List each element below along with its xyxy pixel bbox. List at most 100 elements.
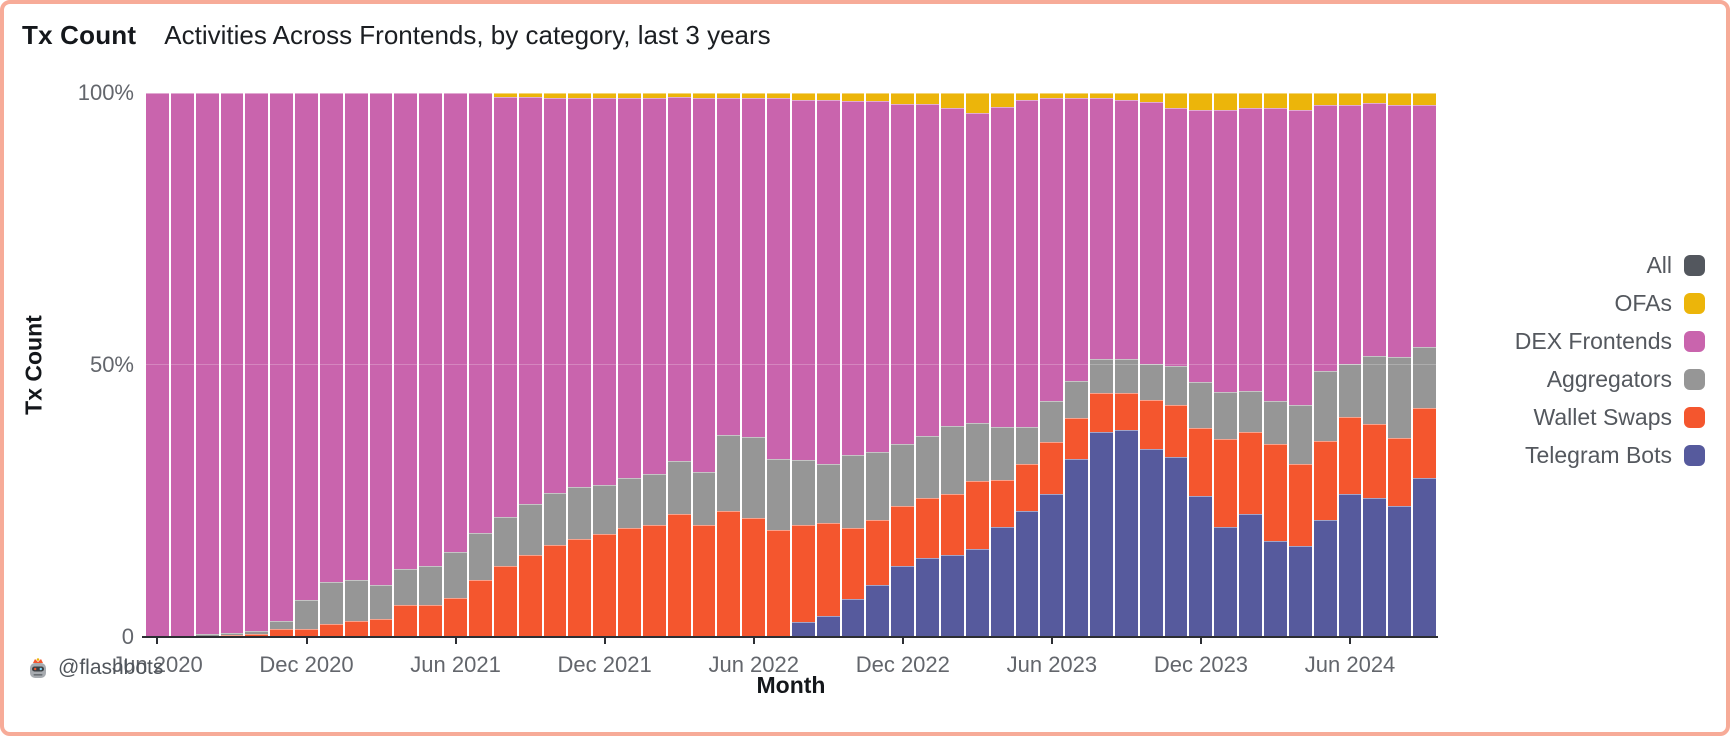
bar-segment-wallet-swaps[interactable]: [1040, 441, 1064, 495]
bar-segment-ofas[interactable]: [1015, 93, 1039, 100]
bar-segment-wallet-swaps[interactable]: [493, 566, 517, 637]
bar-segment-aggregators[interactable]: [1313, 371, 1337, 441]
bar-segment-aggregators[interactable]: [642, 473, 666, 526]
bar-segment-dex-frontends[interactable]: [444, 93, 467, 553]
bar-segment-dex-frontends[interactable]: [1388, 105, 1412, 357]
bar-segment-aggregators[interactable]: [891, 443, 915, 507]
bar-segment-dex-frontends[interactable]: [295, 93, 318, 601]
legend-item-all[interactable]: All: [1449, 246, 1705, 284]
bar-segment-dex-frontends[interactable]: [1090, 98, 1113, 360]
bar-segment-wallet-swaps[interactable]: [518, 555, 542, 637]
legend-item-aggregators[interactable]: Aggregators: [1449, 360, 1705, 398]
bar-oct-2020[interactable]: [245, 93, 269, 637]
bar-segment-aggregators[interactable]: [1239, 391, 1262, 432]
bar-segment-dex-frontends[interactable]: [220, 93, 244, 634]
bar-segment-wallet-swaps[interactable]: [1413, 407, 1436, 479]
bar-sep-2023[interactable]: [1114, 93, 1138, 637]
bar-mar-2023[interactable]: [965, 93, 989, 637]
bar-segment-aggregators[interactable]: [1164, 365, 1188, 405]
bar-segment-dex-frontends[interactable]: [891, 103, 915, 444]
bar-segment-dex-frontends[interactable]: [146, 93, 169, 637]
legend-item-telegram-bots[interactable]: Telegram Bots: [1449, 436, 1705, 474]
bar-nov-2022[interactable]: [866, 93, 890, 637]
bar-segment-wallet-swaps[interactable]: [568, 539, 592, 637]
bar-segment-dex-frontends[interactable]: [369, 93, 393, 585]
bar-jul-2021[interactable]: [468, 93, 492, 637]
bar-segment-aggregators[interactable]: [394, 569, 418, 606]
bar-segment-dex-frontends[interactable]: [717, 98, 741, 436]
bar-segment-wallet-swaps[interactable]: [468, 579, 492, 637]
bar-segment-dex-frontends[interactable]: [170, 93, 194, 637]
bar-segment-ofas[interactable]: [518, 93, 542, 98]
bar-segment-telegram-bots[interactable]: [916, 558, 939, 637]
bar-mar-2022[interactable]: [667, 93, 691, 637]
bar-may-2023[interactable]: [1015, 93, 1039, 637]
bar-segment-dex-frontends[interactable]: [593, 97, 617, 485]
bar-segment-dex-frontends[interactable]: [1313, 104, 1337, 371]
bar-feb-2023[interactable]: [941, 93, 964, 637]
bar-segment-dex-frontends[interactable]: [493, 97, 517, 518]
bar-segment-telegram-bots[interactable]: [891, 566, 915, 637]
bar-segment-wallet-swaps[interactable]: [319, 623, 343, 637]
bar-segment-wallet-swaps[interactable]: [1263, 443, 1287, 542]
bar-segment-ofas[interactable]: [1065, 93, 1089, 99]
bar-segment-wallet-swaps[interactable]: [791, 525, 815, 623]
bar-feb-2024[interactable]: [1239, 93, 1262, 637]
bar-segment-telegram-bots[interactable]: [1263, 541, 1287, 637]
bar-sep-2021[interactable]: [518, 93, 542, 637]
bar-segment-dex-frontends[interactable]: [1363, 103, 1387, 356]
bar-segment-telegram-bots[interactable]: [866, 585, 890, 637]
bar-segment-telegram-bots[interactable]: [1288, 545, 1312, 637]
bar-segment-aggregators[interactable]: [1388, 356, 1412, 439]
bar-segment-wallet-swaps[interactable]: [742, 518, 766, 637]
bar-jun-2020[interactable]: [146, 93, 169, 637]
bar-segment-telegram-bots[interactable]: [1413, 478, 1436, 637]
bar-segment-aggregators[interactable]: [1413, 347, 1436, 408]
bar-may-2021[interactable]: [419, 93, 443, 637]
bar-segment-aggregators[interactable]: [717, 435, 741, 512]
bar-segment-aggregators[interactable]: [791, 460, 815, 526]
bar-segment-aggregators[interactable]: [319, 581, 343, 624]
bar-segment-telegram-bots[interactable]: [1338, 494, 1362, 637]
bar-segment-telegram-bots[interactable]: [1139, 448, 1163, 637]
bar-segment-dex-frontends[interactable]: [941, 108, 964, 427]
bar-segment-aggregators[interactable]: [1263, 401, 1287, 444]
bar-segment-wallet-swaps[interactable]: [916, 498, 939, 559]
bar-apr-2024[interactable]: [1288, 93, 1312, 637]
bar-segment-dex-frontends[interactable]: [767, 98, 790, 460]
bar-segment-aggregators[interactable]: [1114, 359, 1138, 393]
bar-segment-ofas[interactable]: [1189, 93, 1213, 110]
bar-segment-telegram-bots[interactable]: [1164, 457, 1188, 637]
bar-may-2024[interactable]: [1313, 93, 1337, 637]
bar-segment-telegram-bots[interactable]: [1189, 496, 1213, 637]
bar-segment-aggregators[interactable]: [1338, 363, 1362, 417]
bar-jun-2022[interactable]: [742, 93, 766, 637]
bar-sep-2024[interactable]: [1413, 93, 1436, 637]
bar-segment-ofas[interactable]: [1090, 93, 1113, 99]
bar-jan-2024[interactable]: [1214, 93, 1238, 637]
bar-segment-ofas[interactable]: [493, 93, 517, 98]
bar-segment-wallet-swaps[interactable]: [1239, 431, 1262, 514]
bar-oct-2023[interactable]: [1139, 93, 1163, 637]
bar-segment-dex-frontends[interactable]: [1114, 99, 1138, 360]
bar-segment-telegram-bots[interactable]: [791, 622, 815, 637]
bar-segment-telegram-bots[interactable]: [965, 548, 989, 637]
bar-segment-ofas[interactable]: [717, 93, 741, 99]
bar-apr-2022[interactable]: [692, 93, 716, 637]
bar-jul-2022[interactable]: [767, 93, 790, 637]
bar-segment-ofas[interactable]: [618, 93, 641, 98]
bar-segment-dex-frontends[interactable]: [791, 99, 815, 461]
bar-segment-wallet-swaps[interactable]: [295, 629, 318, 637]
bar-jun-2023[interactable]: [1040, 93, 1064, 637]
bar-jun-2021[interactable]: [444, 93, 467, 637]
bar-segment-ofas[interactable]: [1363, 93, 1387, 104]
bar-segment-aggregators[interactable]: [1214, 391, 1238, 439]
bar-aug-2024[interactable]: [1388, 93, 1412, 637]
bar-segment-aggregators[interactable]: [245, 631, 269, 634]
bar-segment-aggregators[interactable]: [593, 484, 617, 534]
bar-segment-dex-frontends[interactable]: [1413, 104, 1436, 348]
bar-segment-dex-frontends[interactable]: [618, 97, 641, 479]
bar-segment-dex-frontends[interactable]: [1065, 98, 1089, 381]
bar-segment-ofas[interactable]: [1139, 93, 1163, 102]
bar-segment-wallet-swaps[interactable]: [245, 633, 269, 637]
